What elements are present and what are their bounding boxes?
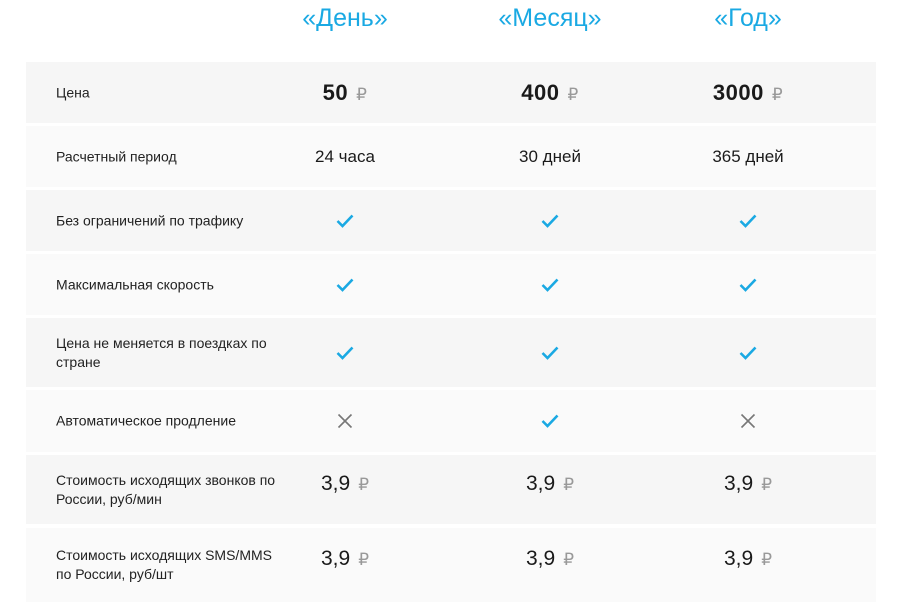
table-row: Автоматическое продление xyxy=(26,390,876,452)
value: 400 xyxy=(521,79,560,105)
ruble-sign: ₽ xyxy=(358,474,370,494)
check-icon xyxy=(541,214,559,228)
check-icon xyxy=(541,278,559,292)
value: 3,9 xyxy=(320,547,351,570)
cell-day: 50 ₽ xyxy=(323,80,368,106)
value: 50 xyxy=(322,79,349,105)
table-row: Без ограничений по трафику xyxy=(26,190,876,251)
cell-year: 3,9 ₽ xyxy=(724,472,772,496)
ruble-sign: ₽ xyxy=(761,550,773,569)
ruble-sign: ₽ xyxy=(563,474,575,494)
value: 3,9 xyxy=(320,471,351,495)
cell-year: 3000 ₽ xyxy=(713,80,783,106)
ruble-sign: ₽ xyxy=(567,84,579,104)
table-row: Цена не меняется в поездках по стране xyxy=(26,318,876,387)
cell-month: 3,9 ₽ xyxy=(526,472,574,496)
cell-year: 3,9 ₽ xyxy=(724,547,772,571)
check-icon xyxy=(336,214,354,228)
table-row: Стоимость исходящих SMS/MMS по России, р… xyxy=(26,528,876,602)
check-icon xyxy=(336,278,354,292)
value: 24 часа xyxy=(315,146,375,166)
row-label: Стоимость исходящих звонков по России, р… xyxy=(56,471,276,507)
check-icon xyxy=(739,346,757,360)
cell-month: 400 ₽ xyxy=(521,80,579,106)
check-icon xyxy=(739,278,757,292)
value: 3,9 xyxy=(723,471,754,495)
ruble-sign: ₽ xyxy=(761,474,773,494)
cell-month: 3,9 ₽ xyxy=(526,547,574,571)
cross-icon xyxy=(337,413,353,429)
row-label: Автоматическое продление xyxy=(56,412,236,429)
check-icon xyxy=(336,346,354,360)
ruble-sign: ₽ xyxy=(358,550,370,569)
row-label: Цена xyxy=(56,84,90,100)
row-label: Расчетный период xyxy=(56,148,177,164)
cell-day: 3,9 ₽ xyxy=(321,547,369,571)
row-label: Без ограничений по трафику xyxy=(56,212,244,228)
table-row: Стоимость исходящих звонков по России, р… xyxy=(26,455,876,524)
ruble-sign: ₽ xyxy=(771,84,784,104)
value: 3,9 xyxy=(525,547,556,570)
plan-header-month: «Месяц» xyxy=(498,4,602,32)
check-icon xyxy=(739,214,757,228)
cross-icon xyxy=(740,413,756,429)
value: 365 дней xyxy=(712,146,784,166)
ruble-sign: ₽ xyxy=(563,550,575,569)
plan-header-year: «Год» xyxy=(714,4,782,32)
value: 3,9 xyxy=(723,547,754,570)
table-row: Цена 50 ₽400 ₽3000 ₽ xyxy=(26,62,876,123)
cell-day: 3,9 ₽ xyxy=(321,472,369,496)
cell-year: 365 дней xyxy=(712,147,783,167)
check-icon xyxy=(541,414,559,428)
cell-day: 24 часа xyxy=(315,147,375,167)
table-row: Максимальная скорость xyxy=(26,254,876,315)
ruble-sign: ₽ xyxy=(356,84,368,104)
row-label: Стоимость исходящих SMS/MMS по России, р… xyxy=(56,547,272,582)
row-label: Цена не меняется в поездках по стране xyxy=(56,334,267,370)
plan-header-day: «День» xyxy=(302,4,388,32)
check-icon xyxy=(541,346,559,360)
row-label: Максимальная скорость xyxy=(56,276,214,292)
cell-month: 30 дней xyxy=(519,147,581,167)
table-row: Расчетный период 24 часа 30 дней 365 дней xyxy=(26,126,876,187)
value: 30 дней xyxy=(519,146,581,166)
value: 3,9 xyxy=(525,471,556,495)
value: 3000 xyxy=(712,79,764,105)
